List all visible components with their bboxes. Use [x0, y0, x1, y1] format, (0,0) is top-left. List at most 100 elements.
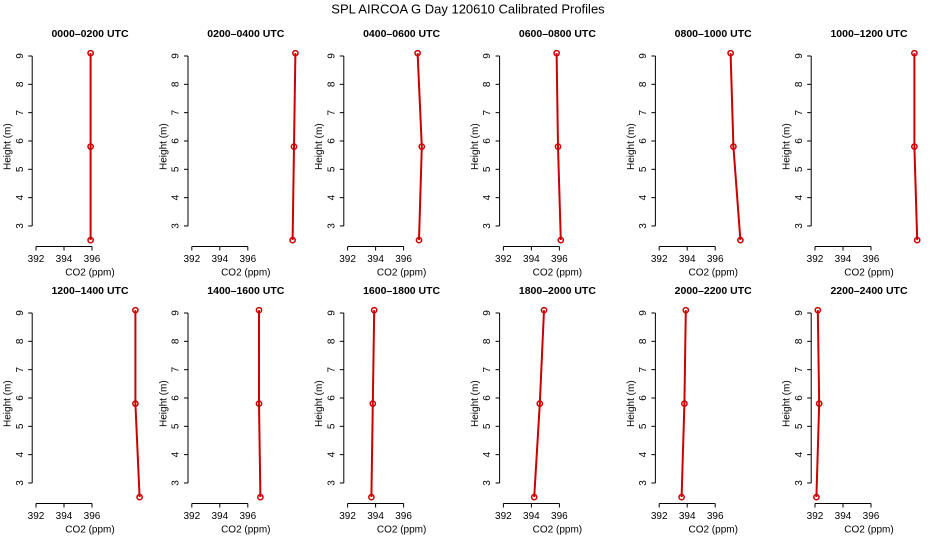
y-tick-label: 6 [171, 395, 182, 401]
profile-point [292, 49, 299, 57]
y-tick-label: 4 [171, 451, 182, 457]
x-tick-label: 392 [28, 254, 45, 265]
y-tick-label: 7 [171, 366, 182, 372]
y-tick-label: 5 [15, 166, 26, 172]
y-tick-label: 6 [794, 138, 805, 144]
y-tick-label: 5 [171, 423, 182, 429]
y-tick-label: 9 [794, 310, 805, 316]
y-tick-label: 7 [794, 366, 805, 372]
panel-title: 1600–1800 UTC [363, 285, 440, 297]
y-axis-label: Height (m) [782, 123, 793, 170]
profile-point [136, 493, 143, 501]
y-tick-label: 8 [171, 338, 182, 344]
y-tick-label: 5 [638, 166, 649, 172]
profile-point [814, 306, 822, 314]
y-tick-label: 4 [171, 194, 182, 200]
y-tick-label: 3 [638, 480, 649, 486]
y-axis-label: Height (m) [3, 123, 14, 170]
profile-point [913, 236, 921, 244]
y-axis-label: Height (m) [314, 380, 325, 427]
y-tick-label: 8 [171, 81, 182, 87]
x-axis-label: CO2 (ppm) [533, 525, 582, 536]
y-tick-label: 6 [482, 138, 493, 144]
x-tick-label: 396 [84, 511, 101, 522]
profile-point [727, 49, 734, 57]
x-tick-label: 394 [835, 254, 852, 265]
profile-point [815, 400, 823, 407]
panel-title: 1400–1600 UTC [207, 285, 284, 297]
y-tick-label: 8 [326, 338, 337, 344]
y-tick-label: 4 [326, 194, 337, 200]
y-tick-label: 8 [482, 81, 493, 87]
x-axis-label: CO2 (ppm) [844, 268, 893, 279]
profile-line [913, 53, 919, 241]
y-tick-label: 9 [171, 310, 182, 316]
x-axis-label: CO2 (ppm) [221, 525, 270, 536]
y-tick-label: 5 [482, 166, 493, 172]
y-tick-label: 6 [482, 395, 493, 401]
y-tick-label: 7 [482, 109, 493, 115]
profile-line [729, 53, 742, 241]
profile-point [813, 493, 820, 501]
y-tick-label: 3 [15, 480, 26, 486]
x-tick-label: 392 [339, 511, 356, 522]
y-tick-label: 8 [15, 338, 26, 344]
main-title: SPL AIRCOA G Day 120610 Calibrated Profi… [331, 1, 605, 16]
y-axis-label: Height (m) [782, 380, 793, 427]
y-axis-label: Height (m) [470, 123, 481, 170]
profile-point [132, 400, 139, 407]
panel-title: 0000–0200 UTC [51, 28, 128, 40]
x-tick-label: 392 [28, 511, 45, 522]
y-tick-label: 6 [15, 395, 26, 401]
y-tick-label: 4 [638, 451, 649, 457]
profile-point [87, 236, 94, 244]
profile-line [555, 53, 562, 241]
y-tick-label: 9 [15, 53, 26, 59]
y-tick-label: 3 [326, 480, 337, 486]
profile-point [553, 49, 560, 57]
profile-point [289, 236, 296, 244]
y-tick-label: 3 [794, 223, 805, 229]
x-axis-label: CO2 (ppm) [221, 268, 270, 279]
y-tick-label: 6 [638, 138, 649, 144]
x-tick-label: 396 [84, 254, 101, 265]
y-tick-label: 7 [15, 366, 26, 372]
y-tick-label: 7 [326, 366, 337, 372]
profile-point [369, 400, 377, 407]
y-tick-label: 9 [326, 53, 337, 59]
x-tick-label: 394 [523, 254, 540, 265]
y-tick-label: 6 [794, 395, 805, 401]
x-tick-label: 392 [339, 254, 356, 265]
y-axis-label: Height (m) [158, 380, 169, 427]
profile-line [370, 310, 376, 498]
y-tick-label: 6 [638, 395, 649, 401]
profile-point [290, 143, 298, 150]
y-tick-label: 6 [326, 395, 337, 401]
y-axis-label: Height (m) [314, 123, 325, 170]
x-axis-label: CO2 (ppm) [377, 525, 426, 536]
x-tick-label: 392 [495, 254, 512, 265]
y-tick-label: 5 [794, 166, 805, 172]
profile-point [681, 400, 688, 407]
x-tick-label: 392 [495, 511, 512, 522]
profile-line [680, 310, 687, 498]
y-tick-label: 6 [171, 138, 182, 144]
y-tick-label: 8 [638, 81, 649, 87]
y-tick-label: 9 [638, 53, 649, 59]
profile-line [416, 53, 423, 241]
y-tick-label: 5 [482, 423, 493, 429]
x-tick-label: 396 [707, 254, 724, 265]
panel-title: 2200–2400 UTC [830, 285, 907, 297]
profile-point [87, 49, 94, 57]
y-tick-label: 3 [326, 223, 337, 229]
y-tick-label: 3 [171, 223, 182, 229]
x-tick-label: 394 [56, 254, 73, 265]
y-tick-label: 8 [482, 338, 493, 344]
x-tick-label: 394 [367, 511, 384, 522]
y-tick-label: 4 [794, 194, 805, 200]
profile-point [730, 143, 737, 150]
y-tick-label: 8 [15, 81, 26, 87]
x-axis-label: CO2 (ppm) [688, 525, 737, 536]
y-tick-label: 5 [794, 423, 805, 429]
y-tick-label: 8 [794, 81, 805, 87]
